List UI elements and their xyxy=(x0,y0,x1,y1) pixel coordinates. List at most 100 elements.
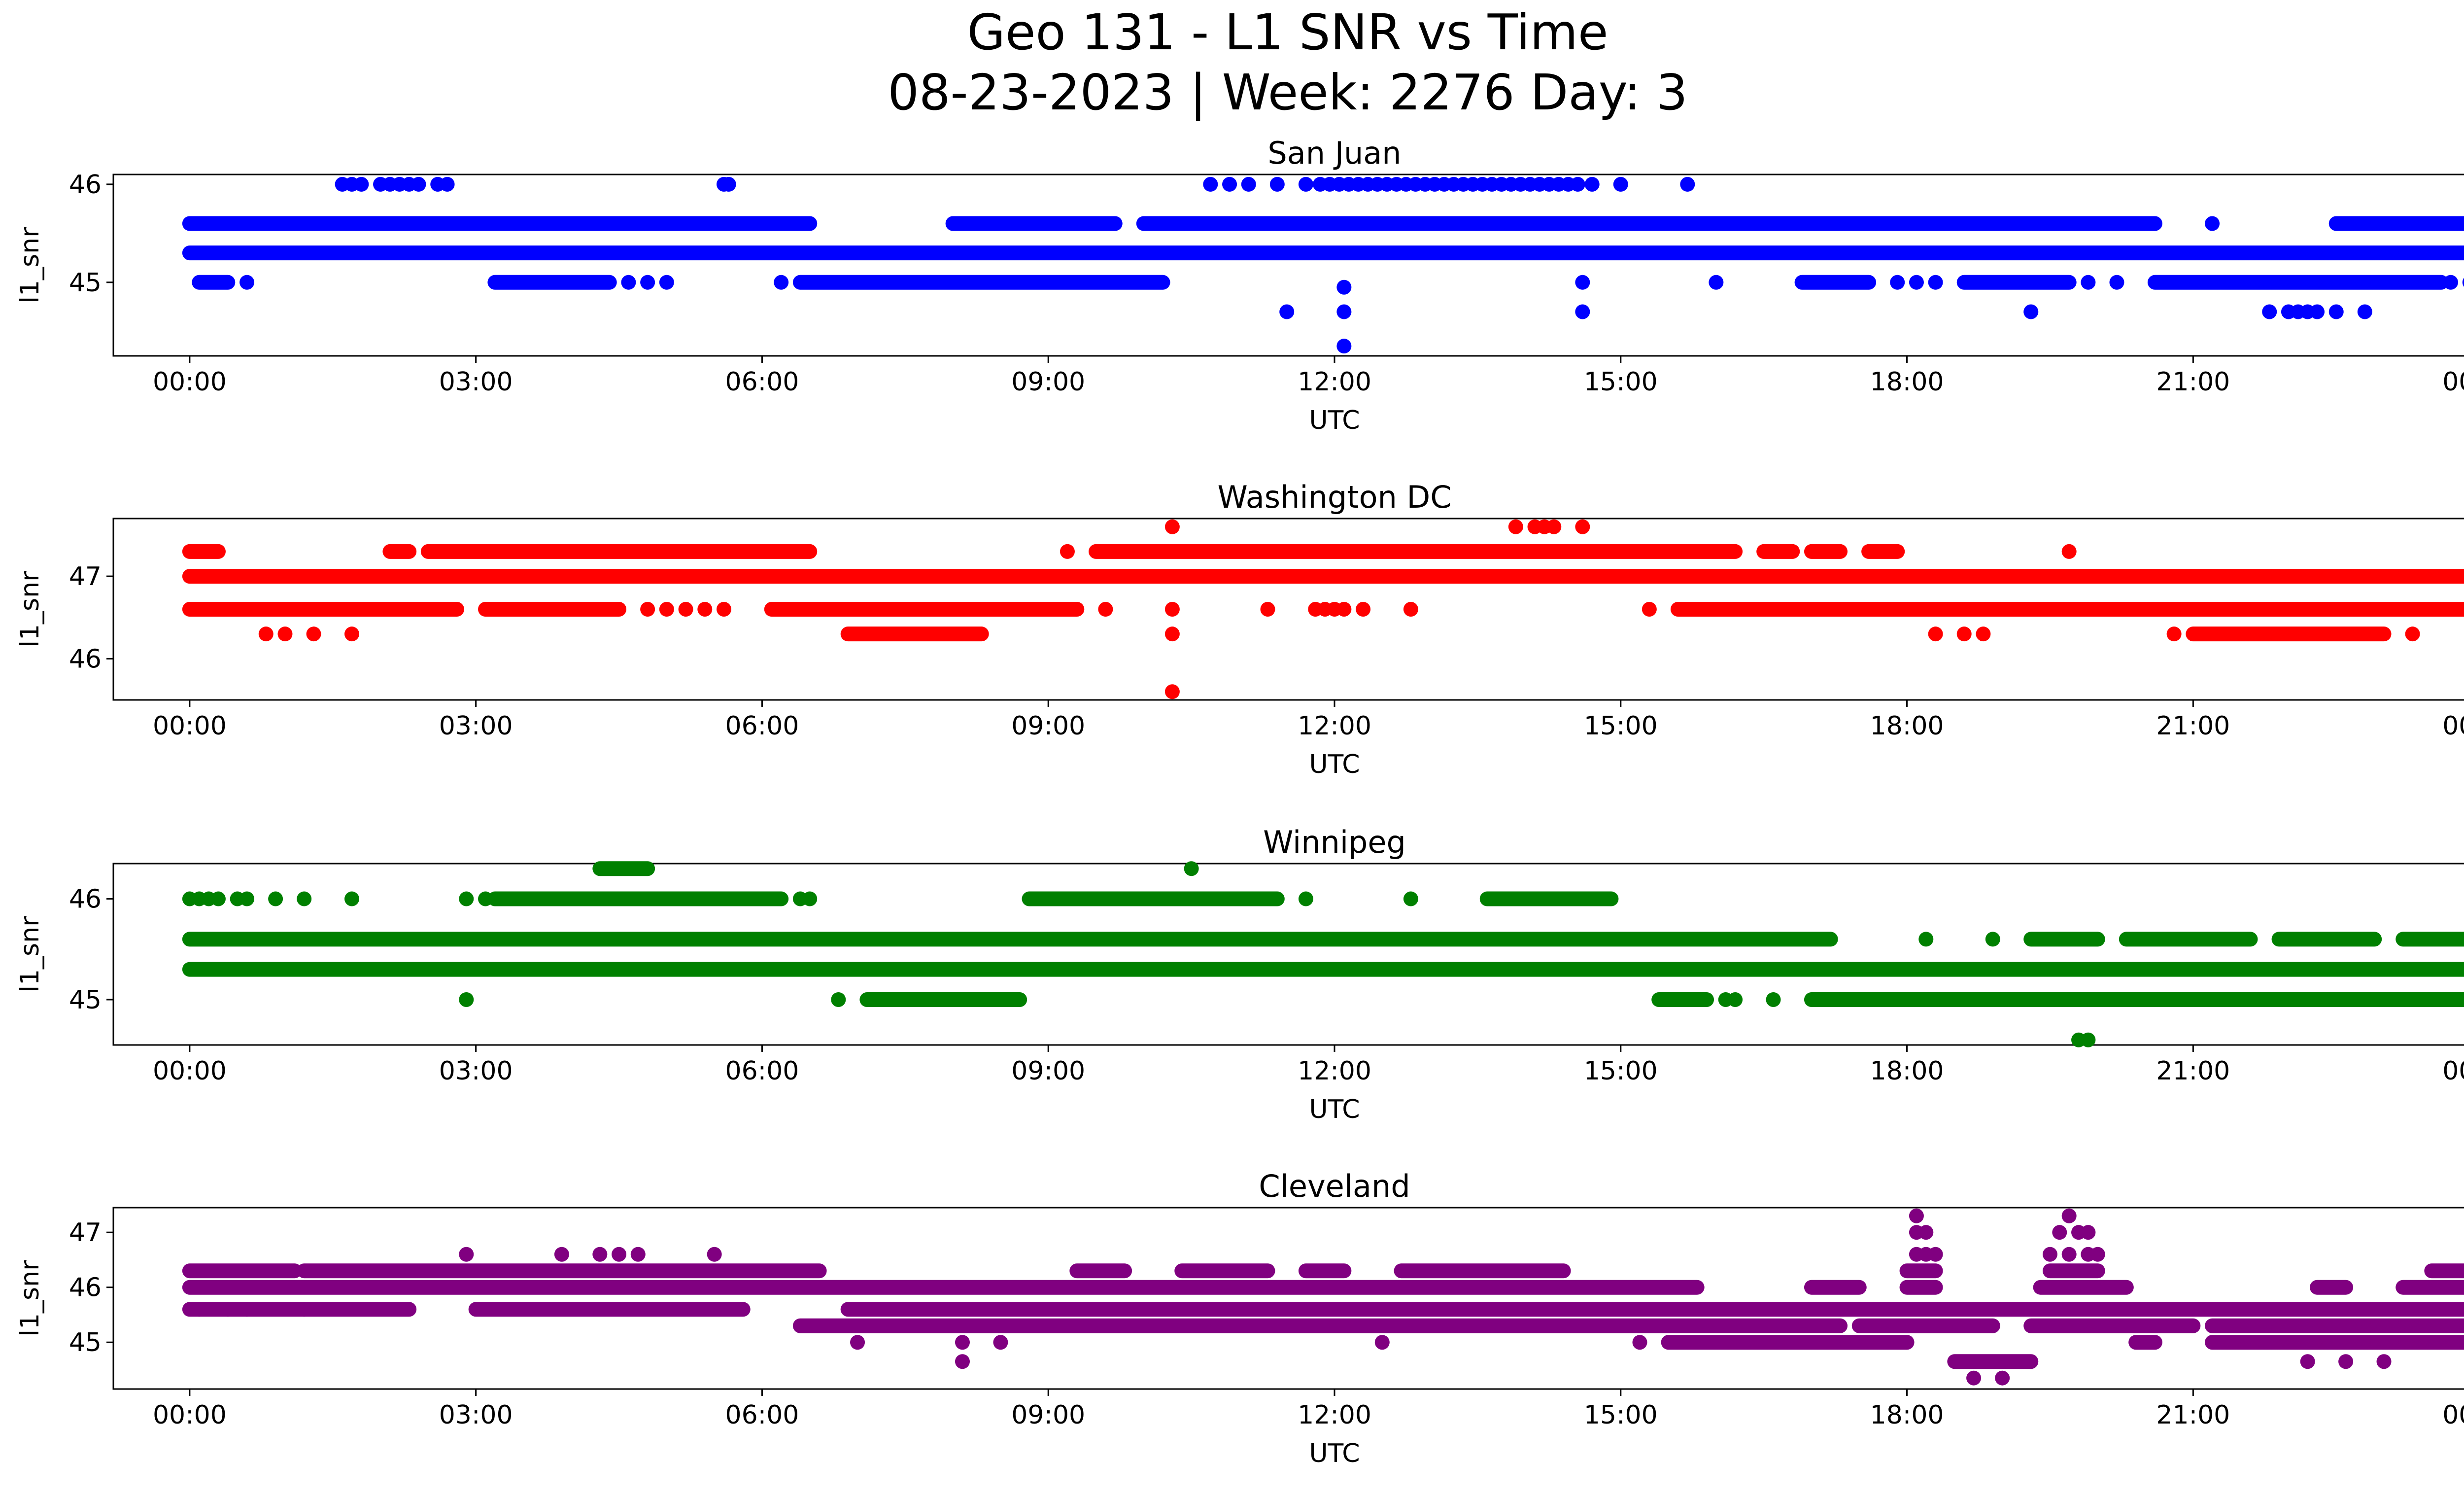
data-point-run xyxy=(1661,1335,1915,1350)
data-point xyxy=(2300,1354,2315,1369)
y-tick-label: 45 xyxy=(69,268,102,298)
x-tick-label: 12:00 xyxy=(1298,1400,1371,1430)
data-point xyxy=(831,992,846,1007)
data-point xyxy=(2042,1247,2057,1262)
data-point xyxy=(2338,1354,2354,1369)
data-point xyxy=(721,176,736,192)
y-tick-label: 45 xyxy=(69,1328,102,1357)
data-point xyxy=(659,602,674,617)
data-point-run xyxy=(182,216,818,231)
data-point xyxy=(2310,304,2325,319)
data-point xyxy=(2090,1247,2105,1262)
data-point-run xyxy=(1851,1318,2000,1333)
x-tick-label: 03:00 xyxy=(439,1056,513,1086)
y-tick-label: 46 xyxy=(69,1273,102,1303)
data-point xyxy=(2328,304,2344,319)
data-point-run xyxy=(1394,1263,1571,1279)
data-point xyxy=(659,275,674,290)
x-tick-label: 00:00 xyxy=(153,367,227,397)
data-point xyxy=(802,891,818,906)
data-point xyxy=(1632,1335,1647,1350)
x-tick-label: 18:00 xyxy=(1870,367,1944,397)
data-point-run xyxy=(1136,216,2162,231)
data-point xyxy=(1164,684,1180,699)
x-tick-label: 00:00 xyxy=(2442,367,2464,397)
data-point-run xyxy=(2205,1335,2464,1350)
x-tick-label: 18:00 xyxy=(1870,711,1944,741)
data-point xyxy=(1966,1370,1982,1386)
data-point xyxy=(2443,275,2459,290)
y-tick-label: 46 xyxy=(69,644,102,674)
data-point xyxy=(1508,519,1523,534)
y-axis-label: l1_snr xyxy=(15,916,45,993)
data-point-run xyxy=(182,245,2464,261)
x-tick-label: 09:00 xyxy=(1011,367,1085,397)
x-tick-label: 12:00 xyxy=(1298,1056,1371,1086)
data-point xyxy=(1890,275,1905,290)
data-point xyxy=(1374,1335,1390,1350)
data-point xyxy=(1203,176,1218,192)
subplot-title: Cleveland xyxy=(1259,1168,1410,1204)
x-tick-label: 21:00 xyxy=(2156,367,2230,397)
x-axis-label: UTC xyxy=(1309,406,1360,435)
data-point xyxy=(697,602,713,617)
data-point-run xyxy=(764,602,1085,617)
data-point-run xyxy=(182,1280,1705,1295)
data-point xyxy=(1918,1225,1934,1240)
data-point-run xyxy=(2310,1280,2354,1295)
data-point-run xyxy=(1174,1263,1275,1279)
data-point xyxy=(2081,275,2096,290)
data-point xyxy=(630,1247,646,1262)
x-tick-label: 06:00 xyxy=(725,711,799,741)
subplot-san-juan: San Juan 00:00 03:00 06:00 09:00 12:00 15:00 18… xyxy=(15,135,2464,435)
data-point xyxy=(240,275,255,290)
data-point-run xyxy=(840,626,989,642)
x-tick-label: 12:00 xyxy=(1298,367,1371,397)
data-point xyxy=(2357,304,2372,319)
y-axis-label: l1_snr xyxy=(15,227,45,304)
data-point xyxy=(2061,1208,2077,1223)
data-point xyxy=(2262,304,2277,319)
x-tick-label: 15:00 xyxy=(1584,367,1658,397)
data-point xyxy=(1222,176,1237,192)
data-point xyxy=(268,891,283,906)
data-point xyxy=(640,602,655,617)
x-tick-label: 06:00 xyxy=(725,1056,799,1086)
y-axis-label: l1_snr xyxy=(15,571,45,648)
data-point xyxy=(192,1302,207,1317)
data-point xyxy=(1613,176,1628,192)
data-point-run xyxy=(182,602,464,617)
data-point-run xyxy=(592,861,655,876)
y-tick-label: 47 xyxy=(69,562,102,591)
data-point-run xyxy=(2119,932,2258,947)
data-point xyxy=(2462,278,2464,287)
data-point xyxy=(240,1302,255,1317)
data-point xyxy=(440,176,455,192)
subplots: San Juan 00:00 03:00 06:00 09:00 12:00 15:00 18… xyxy=(15,135,2464,1468)
data-point xyxy=(2061,1247,2077,1262)
data-point xyxy=(277,626,293,642)
axes-frame xyxy=(112,863,2464,1046)
data-point-run xyxy=(792,1318,1848,1333)
data-point-run xyxy=(2424,1263,2464,1279)
data-point xyxy=(1546,519,1562,534)
data-point xyxy=(1642,602,1657,617)
axes-frame xyxy=(112,1207,2464,1390)
data-point xyxy=(1298,176,1313,192)
data-point xyxy=(1298,891,1313,906)
x-tick-label: 00:00 xyxy=(2442,1400,2464,1430)
data-point-run xyxy=(2186,626,2392,642)
data-point xyxy=(220,1302,236,1317)
data-point xyxy=(592,1247,608,1262)
data-point-run xyxy=(1899,1280,1943,1295)
data-point-run xyxy=(2205,1318,2464,1333)
data-point-run xyxy=(478,602,627,617)
x-tick-label: 21:00 xyxy=(2156,711,2230,741)
x-tick-label: 09:00 xyxy=(1011,1056,1085,1086)
data-point-run xyxy=(487,275,617,290)
data-point-run xyxy=(1794,275,1877,290)
subplot-title: San Juan xyxy=(1267,135,1401,171)
data-point xyxy=(955,1335,970,1350)
data-point-run xyxy=(297,1263,827,1279)
